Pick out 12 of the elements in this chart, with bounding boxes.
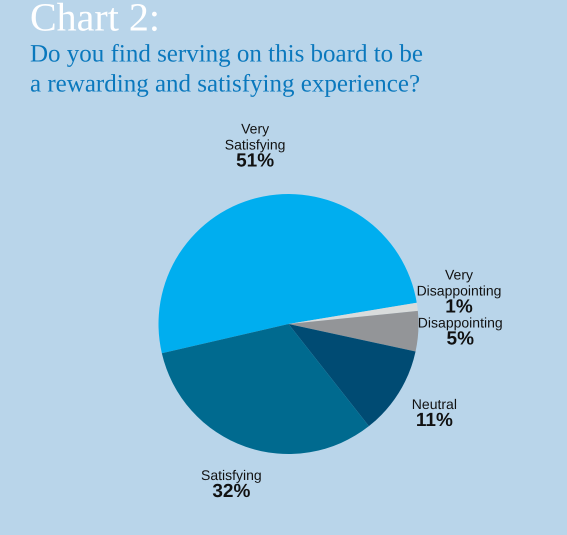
slice-label: Neutral xyxy=(412,396,457,412)
chart-subtitle: Do you find serving on this board to be a rewarding and satisfying experience? xyxy=(30,40,424,98)
data-label: 11% xyxy=(416,410,453,432)
pie-slice xyxy=(158,194,417,354)
pie-slice xyxy=(288,310,418,352)
chart-title: Chart 2: xyxy=(30,0,160,40)
pie-slice xyxy=(288,302,418,324)
slice-label: Satisfying xyxy=(201,467,262,484)
slice-label: Disappointing xyxy=(418,314,503,331)
slice-label: Very Satisfying xyxy=(224,120,286,152)
slice-label: Very Disappointing xyxy=(416,266,502,298)
pie-slice xyxy=(162,324,369,454)
